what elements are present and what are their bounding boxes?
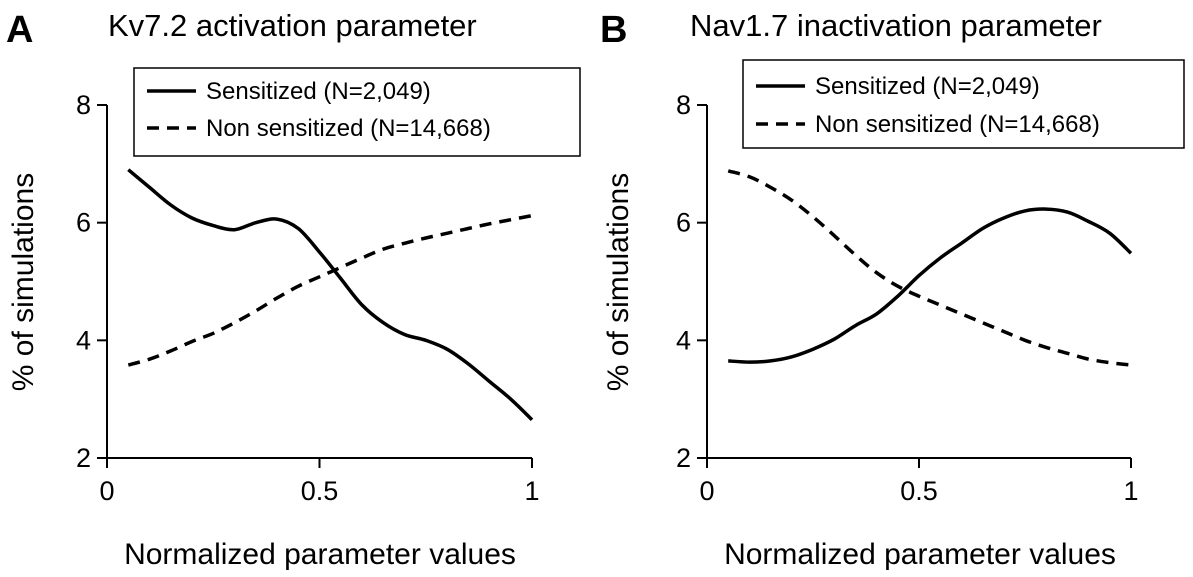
legend: Sensitized (N=2,049) Non sensitized (N=1… xyxy=(742,59,1185,149)
y-axis-label: % of simulations xyxy=(7,173,40,391)
y-tick-label: 8 xyxy=(76,90,91,120)
series-layer xyxy=(127,168,534,422)
panel-title: Nav1.7 inactivation parameter xyxy=(690,8,1102,43)
series-line-non-sensitized xyxy=(127,213,533,367)
y-tick-label: 2 xyxy=(676,443,691,473)
x-tick-label: 0.5 xyxy=(301,476,339,506)
panel-a: A Kv7.2 activation parameter 2 4 6 8 0 0.5 1 N… xyxy=(6,8,581,571)
panel-letter: B xyxy=(600,9,627,51)
panel-title: Kv7.2 activation parameter xyxy=(108,8,477,43)
series-layer xyxy=(727,169,1133,367)
legend-label-non-sensitized: Non sensitized (N=14,668) xyxy=(206,115,491,142)
x-tick-label: 0.5 xyxy=(900,476,938,506)
legend-label-sensitized: Sensitized (N=2,049) xyxy=(206,78,431,105)
series-line-sensitized xyxy=(127,168,534,422)
y-tick-label: 2 xyxy=(76,443,91,473)
y-tick-label: 6 xyxy=(76,208,91,238)
panel-b: B Nav1.7 inactivation parameter 2 4 6 8 0 0.5… xyxy=(600,8,1185,571)
legend: Sensitized (N=2,049) Non sensitized (N=1… xyxy=(133,67,581,157)
axis-ticks: 2 4 6 8 0 0.5 1 xyxy=(76,90,540,506)
x-tick-label: 1 xyxy=(524,476,539,506)
x-axis-label: Normalized parameter values xyxy=(124,538,516,571)
y-tick-label: 4 xyxy=(676,325,691,355)
y-tick-label: 6 xyxy=(676,208,691,238)
x-tick-label: 1 xyxy=(1123,476,1138,506)
x-tick-label: 0 xyxy=(99,476,114,506)
series-line-sensitized xyxy=(728,207,1133,364)
panel-letter: A xyxy=(6,9,33,51)
y-tick-label: 8 xyxy=(676,90,691,120)
legend-label-sensitized: Sensitized (N=2,049) xyxy=(815,73,1040,100)
x-tick-label: 0 xyxy=(699,476,714,506)
legend-box xyxy=(742,59,1185,149)
y-tick-label: 4 xyxy=(76,325,91,355)
x-axis-label: Normalized parameter values xyxy=(724,538,1116,571)
legend-box xyxy=(133,67,581,157)
legend-label-non-sensitized: Non sensitized (N=14,668) xyxy=(815,111,1100,138)
axis-ticks: 2 4 6 8 0 0.5 1 xyxy=(676,90,1139,506)
series-line-non-sensitized xyxy=(727,169,1132,367)
y-axis-label: % of simulations xyxy=(602,173,635,391)
